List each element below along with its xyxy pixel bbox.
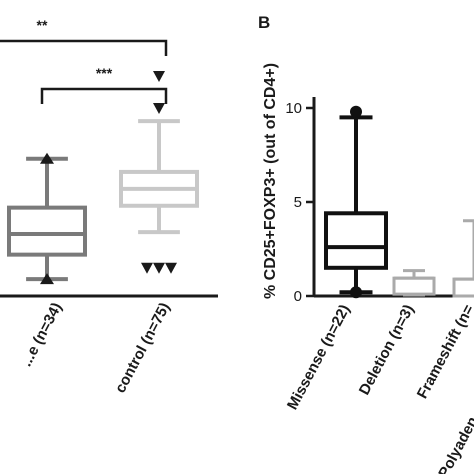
outlier-point-b0-1 [350, 286, 362, 299]
whisker-marker-top-a0 [40, 152, 54, 164]
y-tick-label-0: 0 [294, 288, 302, 305]
box-a1 [119, 71, 199, 274]
panel-b-boxes [324, 105, 474, 299]
significance-label-inner: *** [96, 65, 113, 81]
box-b2 [452, 219, 474, 298]
outlier-point-a1-2 [165, 262, 177, 274]
category-label-a2: control (n=75) [112, 300, 174, 396]
box-b0 [324, 105, 388, 299]
y-ticks: 0 5 10 [285, 100, 314, 305]
y-tick-label-5: 5 [294, 194, 302, 211]
box-iqr-b0 [324, 211, 388, 270]
panel-b-letter: B [258, 13, 270, 32]
category-label-a1: ...e (n=34) [18, 300, 66, 369]
panel-b: B % CD25+FOXP3+ (out of CD4+) 0 5 10 Mis… [258, 13, 474, 474]
category-label-b4: Polyaden [435, 414, 474, 474]
category-label-b1: Missense (n=22) [284, 302, 354, 413]
category-label-b2: Deletion (n=3) [356, 302, 418, 398]
whisker-marker-bottom-a0 [40, 273, 54, 285]
outlier-point-a1-3 [153, 103, 165, 114]
panel-a-boxes [7, 71, 199, 285]
outlier-point-b0-0 [350, 105, 362, 118]
box-b1 [392, 269, 436, 297]
y-axis-title: % CD25+FOXP3+ (out of CD4+) [262, 63, 279, 299]
outlier-point-a1-0 [141, 262, 153, 274]
panel-a: ** *** ...e (n=34) control (n=75) [0, 17, 218, 396]
outlier-point-a1-4 [153, 71, 165, 83]
y-tick-label-10: 10 [285, 100, 302, 117]
significance-bracket-inner: *** [40, 65, 168, 104]
box-a0 [7, 152, 87, 285]
significance-bracket-top: ** [0, 17, 168, 56]
significance-label-top: ** [37, 17, 48, 33]
box-iqr-a0 [7, 205, 87, 257]
category-label-b3: Frameshift (n= [414, 302, 474, 402]
box-iqr-b1 [392, 276, 436, 296]
box-iqr-b2 [452, 277, 474, 298]
outlier-point-a1-1 [153, 262, 165, 274]
